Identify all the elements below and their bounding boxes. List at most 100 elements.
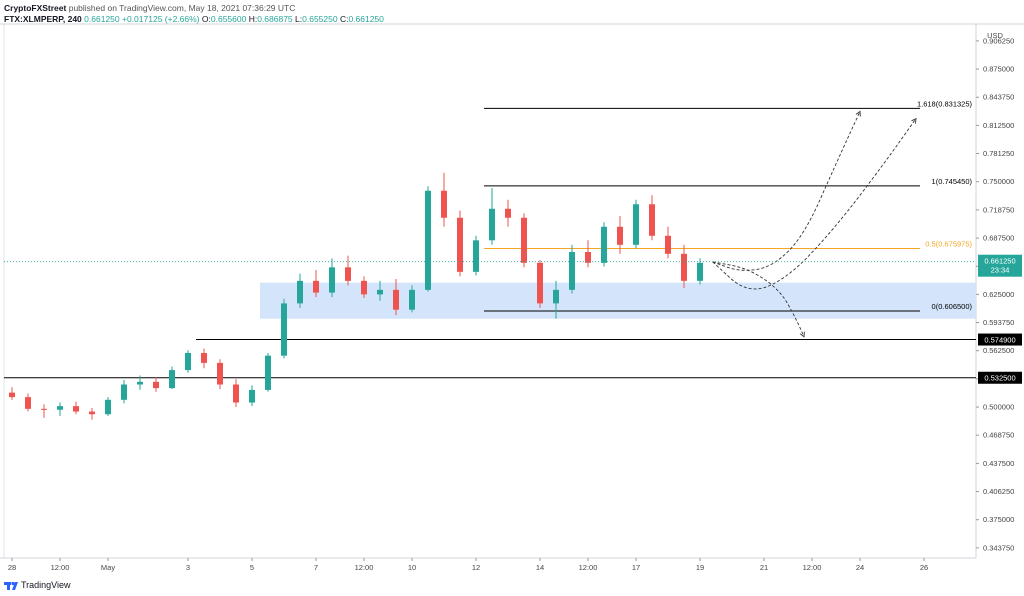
candle-body <box>137 381 143 385</box>
y-axis-unit: USD <box>987 31 1003 40</box>
publish-line: CryptoFXStreet published on TradingView.… <box>4 3 384 14</box>
x-tick-label: 26 <box>920 563 928 572</box>
y-tick-label: 0.687500 <box>983 234 1014 243</box>
projection-path <box>712 261 805 337</box>
fib-level-label: 1(0.745450) <box>932 177 973 186</box>
close-label: C: <box>339 14 349 24</box>
y-tick-label: 0.593750 <box>983 318 1014 327</box>
candle-body <box>41 408 47 410</box>
candle-body <box>617 226 623 245</box>
candle-body <box>441 190 447 218</box>
candle-body <box>121 384 127 400</box>
close-value: 0.661250 <box>348 14 384 24</box>
x-tick-label: 5 <box>250 563 254 572</box>
x-tick-label: 17 <box>632 563 640 572</box>
published-text: published on TradingView.com, May 18, 20… <box>68 3 296 13</box>
candle-body <box>281 303 287 356</box>
y-tick-label: 0.875000 <box>983 65 1014 74</box>
candle-body <box>233 384 239 403</box>
candle-body <box>249 389 255 403</box>
candle-body <box>505 208 511 218</box>
change-text: +0.017125 (+2.66%) <box>122 14 200 24</box>
candle-body <box>457 217 463 272</box>
footer: TradingView <box>4 580 71 590</box>
candle-body <box>473 240 479 272</box>
fib-level-label: 0.5(0.675975) <box>925 239 972 248</box>
y-tick-label: 0.468750 <box>983 431 1014 440</box>
publisher-name: CryptoFXStreet <box>4 3 67 13</box>
candle-body <box>393 289 399 310</box>
candle-body <box>217 362 223 385</box>
candle-body <box>633 204 639 245</box>
y-tick-label: 0.718750 <box>983 205 1014 214</box>
candle-body <box>313 280 319 293</box>
y-tick-label: 0.406250 <box>983 487 1014 496</box>
open-value: 0.655600 <box>210 14 247 24</box>
x-tick-label: May <box>101 563 115 572</box>
candle-body <box>265 355 271 390</box>
last-price-tag <box>978 254 1022 277</box>
candle-body <box>185 352 191 371</box>
y-tick-label: 0.812500 <box>983 121 1014 130</box>
x-tick-label: 14 <box>536 563 544 572</box>
candle-body <box>297 280 303 304</box>
x-tick-label: 12:00 <box>355 563 374 572</box>
candle-body <box>665 235 671 254</box>
x-tick-label: 12:00 <box>51 563 70 572</box>
candle-body <box>73 406 79 412</box>
y-tick-label: 0.562500 <box>983 346 1014 355</box>
last-price-tag-label: 0.661250 <box>984 257 1015 266</box>
x-tick-label: 12:00 <box>579 563 598 572</box>
candle-body <box>377 289 383 295</box>
candle-body <box>425 190 431 290</box>
candle-body <box>329 267 335 293</box>
low-value: 0.655250 <box>302 14 338 24</box>
y-tick-label: 0.906250 <box>983 36 1014 45</box>
candle-body <box>697 262 703 281</box>
x-tick-label: 12:00 <box>803 563 822 572</box>
x-tick-label: 24 <box>856 563 864 572</box>
brand-name: TradingView <box>21 580 71 590</box>
projection-path <box>712 111 861 271</box>
candle-body <box>201 352 207 363</box>
projection-path <box>712 118 917 290</box>
candle-body <box>521 217 527 263</box>
level-price-tag-label: 0.532500 <box>984 374 1015 383</box>
candle-body <box>601 226 607 263</box>
x-tick-label: 12 <box>472 563 480 572</box>
y-tick-label: 0.843750 <box>983 93 1014 102</box>
candle-body <box>153 381 159 389</box>
candle-body <box>537 262 543 304</box>
candle-body <box>649 204 655 236</box>
candle-body <box>585 252 591 263</box>
candle-body <box>409 289 415 310</box>
fib-level-label: 1.618(0.831325) <box>917 99 973 108</box>
projection-arrowhead <box>911 117 917 124</box>
y-tick-label: 0.625000 <box>983 290 1014 299</box>
y-tick-label: 0.750000 <box>983 177 1014 186</box>
demand-zone <box>260 282 976 319</box>
y-tick-label: 0.343750 <box>983 543 1014 552</box>
x-tick-label: 28 <box>8 563 16 572</box>
level-price-tag-label: 0.574900 <box>984 336 1015 345</box>
candle-body <box>569 252 575 290</box>
projection-arrowhead <box>799 331 805 338</box>
x-tick-label: 21 <box>760 563 768 572</box>
level-price-tag <box>978 333 1022 346</box>
x-tick-label: 19 <box>696 563 704 572</box>
y-tick-label: 0.375000 <box>983 515 1014 524</box>
projection-arrowhead <box>855 110 861 117</box>
y-tick-label: 0.781250 <box>983 149 1014 158</box>
low-label: L: <box>295 14 303 24</box>
y-tick-label: 0.500000 <box>983 403 1014 412</box>
countdown-label: 23:34 <box>991 266 1010 275</box>
candle-body <box>345 267 351 281</box>
candle-body <box>89 411 95 415</box>
symbol-line: FTX:XLMPERP, 240 0.661250 +0.017125 (+2.… <box>4 14 384 25</box>
candle-body <box>25 397 31 409</box>
candle-body <box>361 280 367 295</box>
high-value: 0.686875 <box>257 14 293 24</box>
last-price-text: 0.661250 <box>84 14 120 24</box>
candle-body <box>57 406 63 410</box>
